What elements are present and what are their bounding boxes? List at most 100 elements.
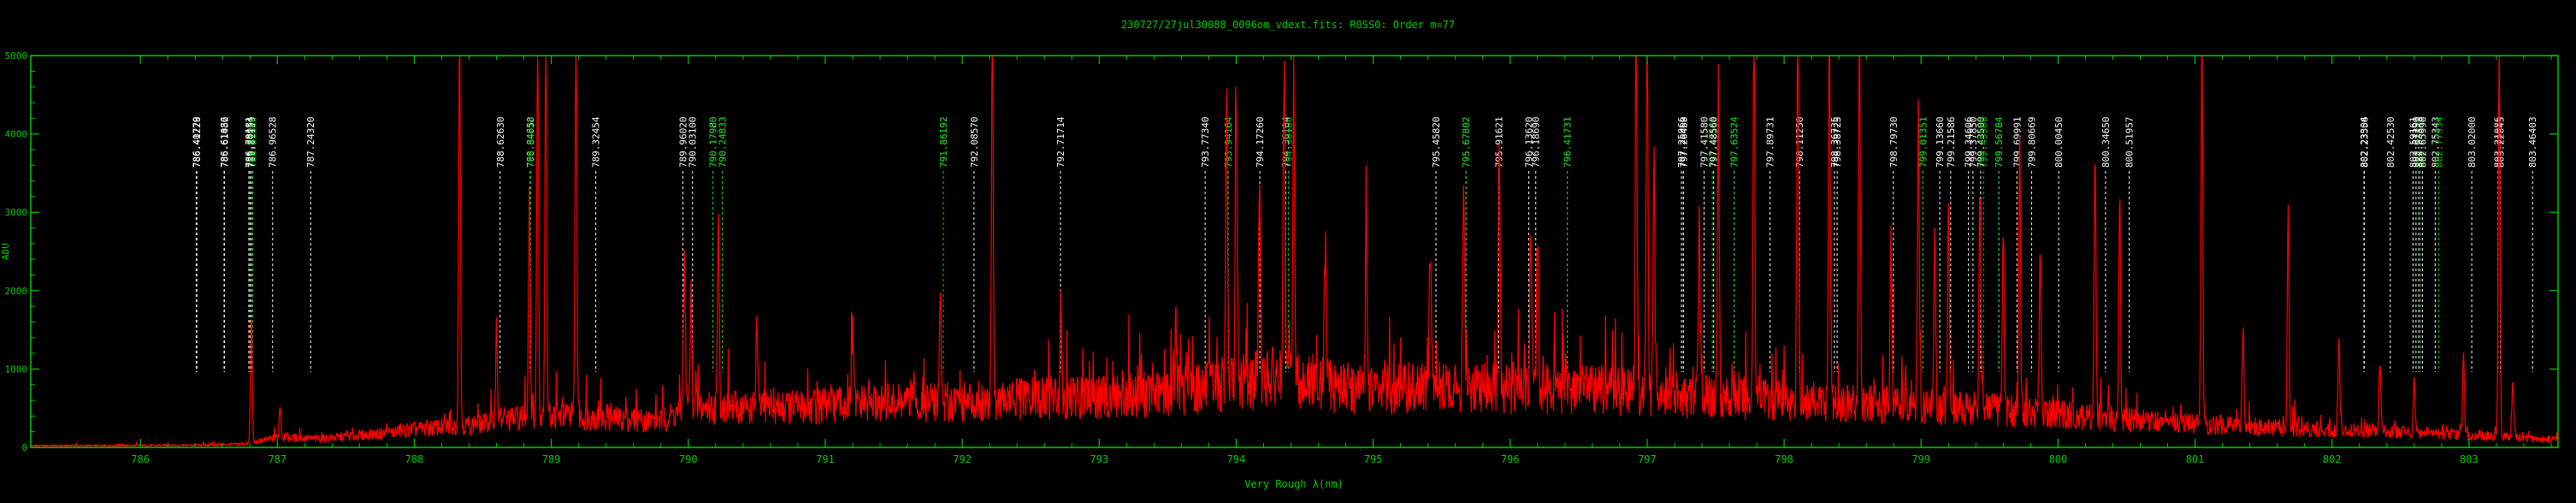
x-tick-label: 797 [1638, 453, 1657, 465]
x-tick-label: 798 [1775, 453, 1793, 465]
x-tick-label: 787 [268, 453, 287, 465]
annotation-label: 799.43500 [1976, 116, 1987, 168]
annotation-label: 802.61290 [2411, 116, 2422, 168]
annotation-label: 791.86192 [938, 116, 949, 168]
x-tick-label: 789 [542, 453, 561, 465]
annotation-label: 796.41731 [1563, 116, 1574, 168]
annotation-label: 797.63524 [1729, 116, 1740, 168]
annotation-label: 802.23556 [2359, 116, 2370, 168]
y-tick-label: 4000 [5, 129, 28, 140]
y-tick-label: 5000 [5, 50, 28, 62]
annotation-label: 802.59161 [2408, 116, 2419, 168]
annotation-label: 798.11250 [1794, 116, 1805, 168]
annotation-label: 789.32454 [591, 116, 602, 168]
x-tick-label: 796 [1501, 453, 1520, 465]
annotation-label: 797.25066 [1676, 116, 1687, 168]
x-tick-label: 800 [2049, 453, 2068, 465]
annotation-label: 797.47568 [1707, 116, 1718, 168]
annotation-label: 786.96528 [268, 116, 279, 168]
annotation-label: 793.77340 [1200, 116, 1211, 168]
annotation-label: 794.38106 [1283, 116, 1294, 168]
annotation-label: 803.22845 [2495, 116, 2506, 168]
annotation-label: 788.84925 [525, 116, 536, 168]
annotation-label: 802.42530 [2385, 116, 2396, 168]
annotation-label: 792.08570 [969, 116, 980, 168]
annotation-label: 799.37850 [1968, 116, 1979, 168]
annotation-label: 792.71714 [1055, 116, 1066, 168]
plot-frame [30, 55, 2559, 448]
annotation-label: 796.13620 [1524, 116, 1535, 168]
annotation-label: 786.40779 [191, 116, 202, 168]
annotation-label: 802.77934 [2434, 116, 2445, 168]
annotation-label: 790.24833 [718, 116, 729, 168]
x-tick-label: 791 [816, 453, 835, 465]
annotation-label: 795.45820 [1431, 116, 1442, 168]
x-tick-label: 790 [679, 453, 698, 465]
annotation-label: 800.51957 [2124, 116, 2136, 168]
annotation-label: 799.01351 [1917, 116, 1929, 168]
x-axis: 786 787 788 789 790 791 792 793 794 795 796 797 798 7… [131, 56, 2552, 465]
annotation-label: 796.41731 [1563, 116, 1574, 168]
annotation-label: 798.38725 [1832, 116, 1843, 168]
annotation-label: 790.03100 [688, 116, 699, 168]
annotation-label: 798.36735 [1829, 116, 1840, 168]
annotation-label: 802.23304 [2359, 116, 2370, 168]
annotation-label: 794.17260 [1255, 116, 1266, 168]
y-tick-label: 0 [21, 442, 27, 453]
x-tick-label: 792 [953, 453, 972, 465]
annotation-label: 802.63340 [2414, 116, 2425, 168]
x-tick-label: 788 [405, 453, 424, 465]
annotation-label: 786.61432 [220, 116, 231, 168]
annotation-label: 797.89731 [1765, 116, 1776, 168]
annotation-label: 797.41580 [1699, 116, 1710, 168]
x-tick-label: 799 [1911, 453, 1930, 465]
annotation-label: 795.91621 [1493, 116, 1504, 168]
x-tick-label: 803 [2460, 453, 2479, 465]
annotation-label: 800.34650 [2100, 116, 2112, 168]
annotation-label: 786.41228 [192, 116, 203, 168]
annotation-label: 799.01351 [1917, 116, 1929, 168]
annotation-label: 803.46403 [2527, 116, 2538, 168]
x-tick-label: 801 [2186, 453, 2205, 465]
annotation-label: 803.02000 [2467, 116, 2478, 168]
x-axis-label: Very Rough λ(nm) [1244, 478, 1344, 490]
annotation-label: 790.17950 [708, 116, 719, 168]
annotation-label: 797.63524 [1729, 116, 1740, 168]
x-tick-label: 802 [2323, 453, 2342, 465]
annotation-label: 799.56784 [1994, 116, 2005, 168]
annotation-label: 790.17980 [708, 116, 719, 168]
annotation-label: 788.84658 [525, 116, 536, 168]
annotation-label: 799.21586 [1946, 116, 1957, 168]
annotation-label: 791.86192 [938, 116, 949, 168]
annotation-label: 799.56784 [1994, 116, 2005, 168]
annotation-label: 795.67802 [1461, 116, 1472, 168]
annotation-label: 787.24320 [305, 116, 316, 168]
y-tick-label: 2000 [5, 286, 28, 297]
annotation-label: 788.62630 [495, 116, 506, 168]
annotation-label: 786.80054 [245, 116, 256, 168]
y-axis-label: ADU [0, 243, 11, 260]
x-tick-label: 793 [1090, 453, 1108, 465]
annotation-label: 786.81956 [247, 116, 258, 168]
annotation-label: 790.24833 [718, 116, 729, 168]
annotation-label: 799.69991 [2012, 116, 2023, 168]
annotation-label: 802.75343 [2430, 116, 2441, 168]
chart-title: 230727/27jul30088_0096om_vdext.fits: R0S… [1121, 19, 1455, 31]
annotation-label: 802.64505 [2415, 116, 2426, 168]
annotation-label: 793.94164 [1223, 116, 1234, 168]
annotation-label: 799.34606 [1964, 116, 1975, 168]
annotation-label: 797.26450 [1678, 116, 1689, 168]
annotation-label: 802.65990 [2417, 116, 2428, 168]
annotation-label: 799.80669 [2026, 116, 2037, 168]
annotation-label: 786.81159 [246, 116, 257, 168]
annotation-label: 795.67802 [1461, 116, 1472, 168]
annotation-label: 797.26463 [1678, 116, 1689, 168]
annotation-label: 798.79730 [1888, 116, 1900, 168]
annotation-label: 799.45568 [1978, 116, 1989, 168]
annotation-label: 789.96020 [677, 116, 688, 168]
annotation-label: 796.18690 [1531, 116, 1542, 168]
annotation-label: 800.00450 [2053, 116, 2065, 168]
x-tick-label: 786 [131, 453, 150, 465]
